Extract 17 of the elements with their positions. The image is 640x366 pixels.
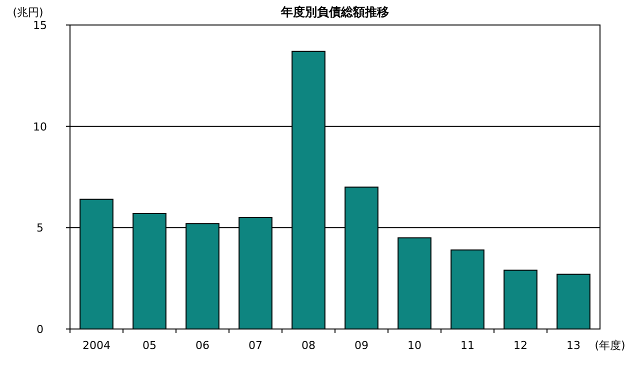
- x-axis-title: (年度): [594, 339, 626, 352]
- x-tick-label: 10: [408, 339, 422, 352]
- x-tick-label: 08: [302, 339, 316, 352]
- x-tick-label: 09: [354, 339, 368, 352]
- y-tick-label: 10: [33, 120, 47, 134]
- x-tick-label: 05: [142, 339, 156, 352]
- x-tick-label: 11: [460, 339, 474, 352]
- x-tick-label: 12: [514, 339, 528, 352]
- x-tick-label: 13: [566, 339, 580, 352]
- y-tick-label: 5: [36, 222, 44, 235]
- y-tick-label: 15: [33, 19, 47, 32]
- x-tick-label: 06: [196, 339, 210, 352]
- y-tick-label: 0: [36, 323, 44, 336]
- y-axis-title: (兆円): [12, 6, 44, 19]
- x-tick-label: 07: [248, 339, 262, 352]
- chart-title: 年度別負債総額推移: [280, 5, 389, 19]
- x-tick-label: 2004: [82, 339, 110, 352]
